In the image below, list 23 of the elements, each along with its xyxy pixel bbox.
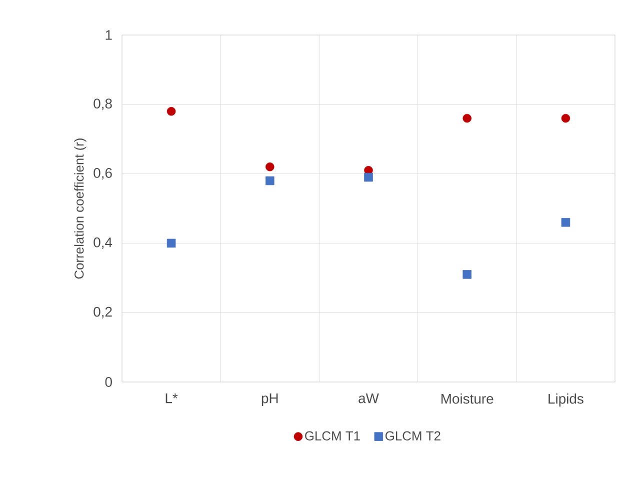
point <box>364 172 373 182</box>
point <box>266 162 274 172</box>
y-tick-label: 0,8 <box>94 98 112 110</box>
legend-label: GLCM T2 <box>385 431 440 440</box>
x-tick-label: L* <box>166 393 178 404</box>
point <box>462 270 472 279</box>
y-tick-label: 0,6 <box>94 168 112 180</box>
point <box>561 218 570 227</box>
y-tick-label: 1 <box>106 30 112 40</box>
point <box>166 106 176 116</box>
point <box>166 238 176 248</box>
point <box>561 114 570 123</box>
x-tick-label: Lipids <box>548 393 584 406</box>
y-tick-label: 0,2 <box>94 306 112 318</box>
x-tick-label: aW <box>358 393 379 404</box>
point <box>462 114 472 123</box>
y-axis-title: Correlation coefficient (r) <box>74 138 86 279</box>
point <box>266 176 274 186</box>
legend-label: GLCM T1 <box>305 431 360 440</box>
y-tick-label: 0,4 <box>94 237 112 249</box>
x-tick-label: pH <box>262 393 278 406</box>
x-tick-label: Moisture <box>442 393 494 404</box>
y-tick-label: 0 <box>105 377 112 387</box>
